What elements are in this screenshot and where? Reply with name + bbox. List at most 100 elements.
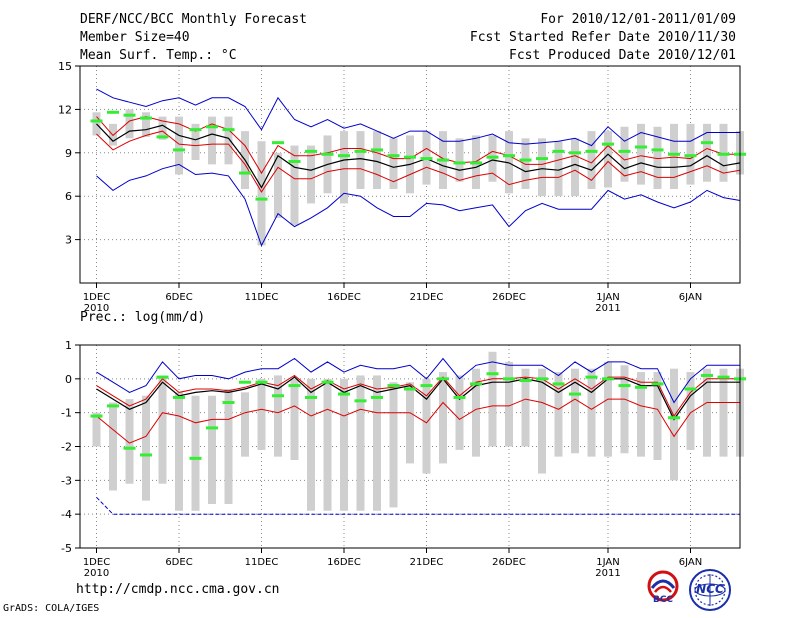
precipitation-box	[208, 395, 216, 505]
precipitation-xtick-label: 26DEC	[492, 557, 526, 568]
temperature-box	[274, 152, 282, 218]
temperature-observed-marker	[123, 113, 136, 117]
temperature-observed-marker	[90, 119, 103, 123]
temperature-xtick-label: 1JAN	[596, 292, 619, 303]
temperature-observed-marker	[602, 142, 614, 146]
temperature-mean-line	[96, 123, 741, 189]
temperature-observed-marker	[222, 128, 235, 132]
precipitation-xtick-label: 1DEC	[83, 557, 110, 568]
figure-title: DERF/NCC/BCC Monthly Forecast	[80, 12, 307, 27]
precipitation-observed-marker	[486, 372, 499, 376]
precipitation-box	[175, 392, 183, 511]
precipitation-mean-line	[96, 376, 740, 421]
temperature-box	[356, 131, 365, 189]
precipitation-box	[389, 382, 398, 508]
precipitation-observed-marker	[173, 395, 185, 399]
temperature-xtick-label: 6DEC	[165, 292, 192, 303]
precipitation-observed-marker	[255, 380, 268, 384]
precipitation-observed-marker	[668, 416, 680, 420]
temperature-observed-marker	[288, 159, 301, 163]
temperature-observed-marker	[552, 149, 565, 153]
precipitation-observed-marker	[354, 399, 367, 403]
temperature-observed-marker	[272, 141, 284, 145]
temperature-ytick-label: 15	[58, 60, 72, 73]
temperature-observed-marker	[437, 158, 449, 162]
precipitation-observed-marker	[437, 377, 449, 381]
temperature-observed-marker	[239, 171, 251, 175]
precipitation-observed-marker	[552, 382, 565, 386]
precipitation-box	[307, 378, 315, 511]
footer-url[interactable]: http://cmdp.ncc.cma.gov.cn	[76, 582, 280, 597]
temperature-box	[521, 138, 530, 189]
temperature-box	[703, 123, 711, 182]
precipitation-ytick-label: -4	[61, 508, 72, 521]
precipitation-observed-marker	[371, 395, 383, 399]
temperature-observed-marker	[569, 151, 581, 155]
precipitation-observed-marker	[107, 404, 119, 408]
variable-label: Mean Surf. Temp.: °C	[80, 48, 237, 63]
precipitation-observed-marker	[90, 414, 103, 418]
temperature-observed-marker	[206, 125, 218, 129]
precipitation-box	[406, 382, 414, 464]
precipitation-observed-marker	[635, 385, 647, 389]
temperature-observed-marker	[618, 149, 631, 153]
precipitation-box	[224, 388, 233, 505]
temperature-observed-marker	[338, 154, 350, 158]
precipitation-box	[719, 368, 728, 457]
precipitation-box	[637, 372, 645, 457]
precipitation-ytick-label: 1	[65, 339, 72, 352]
precipitation-observed-marker	[470, 382, 482, 386]
temperature-observed-marker	[536, 157, 548, 161]
temperature-observed-marker	[503, 154, 515, 158]
temperature-box	[340, 131, 348, 204]
precipitation-ytick-label: -1	[61, 407, 72, 420]
precipitation-observed-marker	[140, 453, 152, 457]
temperature-observed-marker	[420, 157, 433, 161]
temperature-box	[571, 138, 579, 197]
temperature-box	[290, 145, 299, 226]
precipitation-box	[439, 372, 447, 464]
precipitation-observed-marker	[305, 395, 317, 399]
precipitation-observed-marker	[536, 377, 548, 381]
precipitation-box	[472, 368, 480, 457]
temperature-box	[670, 123, 678, 189]
precipitation-outer-lower-line	[96, 496, 740, 515]
temperature-observed-marker	[668, 152, 680, 156]
temperature-frame	[79, 65, 741, 284]
precipitation-observed-marker	[717, 375, 730, 379]
temperature-observed-marker	[701, 141, 713, 145]
temperature-observed-marker	[519, 158, 532, 162]
temperature-observed-marker	[651, 148, 664, 152]
temperature-observed-marker	[371, 148, 383, 152]
temperature-box	[224, 116, 233, 165]
temperature-ytick-label: 3	[65, 234, 72, 247]
precipitation-box	[191, 395, 200, 511]
temperature-box	[455, 138, 464, 182]
grads-credit: GrADS: COLA/IGES	[3, 603, 100, 614]
temperature-xtick-label: 1DEC	[83, 292, 110, 303]
precipitation-box	[703, 368, 711, 457]
temperature-chart: 3 6 9 12 15 1DEC 6DEC 11DEC 16DEC 21DEC 26DEC 1JAN 6…	[58, 60, 746, 314]
fcst-started-label: Fcst Started Refer Date 2010/11/30	[469, 30, 736, 45]
precipitation-box	[488, 351, 497, 447]
precipitation-box	[587, 368, 596, 457]
precipitation-box	[653, 372, 662, 461]
temperature-observed-marker	[156, 135, 169, 139]
precipitation-box	[241, 392, 249, 457]
precipitation-box	[109, 402, 117, 491]
temperature-observed-marker	[585, 149, 598, 153]
temperature-box	[637, 123, 645, 185]
precipitation-box	[505, 361, 513, 447]
bcc-logo-text: BCC	[652, 595, 674, 605]
temperature-observed-marker	[354, 149, 367, 153]
precipitation-inner-lower-line	[96, 398, 740, 444]
temperature-box	[653, 126, 662, 189]
precipitation-xtick-label: 11DEC	[245, 557, 279, 568]
temperature-box	[373, 131, 381, 189]
precipitation-observed-marker	[321, 380, 334, 384]
precipitation-box	[125, 399, 134, 484]
precipitation-box	[158, 375, 167, 484]
precipitation-observed-marker	[503, 377, 515, 381]
precipitation-box	[92, 412, 101, 447]
